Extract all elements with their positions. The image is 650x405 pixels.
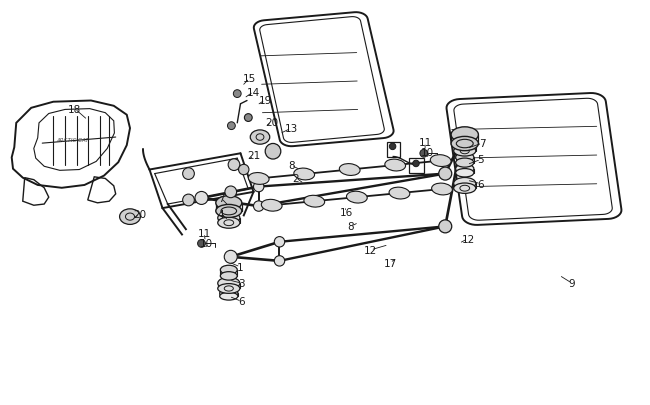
Circle shape — [239, 165, 249, 175]
Ellipse shape — [218, 217, 240, 229]
Text: 14: 14 — [247, 87, 260, 97]
Text: 2: 2 — [292, 173, 299, 183]
Ellipse shape — [456, 159, 474, 168]
Circle shape — [274, 256, 285, 266]
Circle shape — [224, 251, 237, 264]
Circle shape — [228, 160, 240, 171]
Ellipse shape — [451, 128, 478, 143]
Text: ARCTIC CAT: ARCTIC CAT — [57, 137, 89, 142]
Circle shape — [183, 195, 194, 206]
Text: 9: 9 — [569, 279, 575, 288]
Circle shape — [195, 192, 208, 205]
Text: 16: 16 — [340, 208, 353, 217]
Text: 1: 1 — [237, 262, 244, 272]
Circle shape — [225, 187, 237, 198]
Ellipse shape — [294, 168, 315, 181]
Text: 10: 10 — [200, 238, 213, 248]
Ellipse shape — [218, 213, 240, 224]
Ellipse shape — [389, 188, 410, 200]
Circle shape — [439, 220, 452, 233]
Circle shape — [454, 134, 469, 149]
Ellipse shape — [220, 292, 238, 301]
Ellipse shape — [456, 169, 474, 177]
Ellipse shape — [220, 288, 238, 299]
Ellipse shape — [248, 173, 269, 185]
Text: 8: 8 — [288, 161, 294, 171]
Ellipse shape — [454, 146, 476, 157]
Ellipse shape — [218, 284, 240, 294]
Circle shape — [233, 90, 241, 98]
Circle shape — [254, 201, 264, 212]
Text: 21: 21 — [247, 151, 260, 161]
Circle shape — [244, 114, 252, 122]
Text: 13: 13 — [285, 124, 298, 134]
Ellipse shape — [218, 278, 240, 289]
Ellipse shape — [454, 183, 476, 194]
Circle shape — [439, 168, 452, 181]
Text: 11: 11 — [419, 138, 432, 148]
Ellipse shape — [304, 196, 324, 208]
Circle shape — [265, 144, 281, 160]
Ellipse shape — [385, 160, 406, 172]
Text: 3: 3 — [239, 279, 245, 288]
Text: 6: 6 — [478, 179, 484, 189]
Circle shape — [198, 240, 205, 248]
Text: 12: 12 — [462, 234, 474, 244]
Circle shape — [183, 168, 194, 180]
Text: 12: 12 — [364, 245, 377, 255]
Ellipse shape — [456, 153, 474, 163]
Ellipse shape — [220, 266, 237, 275]
Text: 8: 8 — [348, 222, 354, 232]
Text: 20: 20 — [133, 210, 146, 220]
Ellipse shape — [432, 183, 452, 196]
Ellipse shape — [430, 155, 451, 167]
Text: 19: 19 — [259, 96, 272, 105]
Circle shape — [227, 122, 235, 130]
Ellipse shape — [216, 196, 242, 211]
Circle shape — [420, 150, 428, 158]
Ellipse shape — [120, 209, 140, 225]
Text: 5: 5 — [478, 155, 484, 165]
Ellipse shape — [346, 192, 367, 204]
Text: 17: 17 — [384, 258, 396, 268]
Text: 18: 18 — [68, 104, 81, 114]
Text: 6: 6 — [239, 297, 245, 307]
Circle shape — [389, 144, 396, 150]
Ellipse shape — [339, 164, 360, 176]
Ellipse shape — [216, 205, 242, 218]
Text: 4: 4 — [218, 210, 224, 220]
Circle shape — [413, 161, 419, 167]
Ellipse shape — [454, 141, 476, 152]
Text: 11: 11 — [198, 228, 211, 238]
Ellipse shape — [220, 272, 237, 280]
Circle shape — [254, 182, 264, 192]
Ellipse shape — [456, 164, 474, 174]
Text: 20: 20 — [265, 118, 278, 128]
Ellipse shape — [454, 178, 476, 190]
Text: 7: 7 — [479, 139, 486, 149]
Text: 10: 10 — [421, 148, 434, 158]
Circle shape — [274, 237, 285, 247]
Text: 7: 7 — [218, 194, 224, 203]
Ellipse shape — [451, 137, 478, 151]
Text: 15: 15 — [243, 74, 256, 84]
Ellipse shape — [250, 130, 270, 145]
Ellipse shape — [261, 200, 282, 212]
